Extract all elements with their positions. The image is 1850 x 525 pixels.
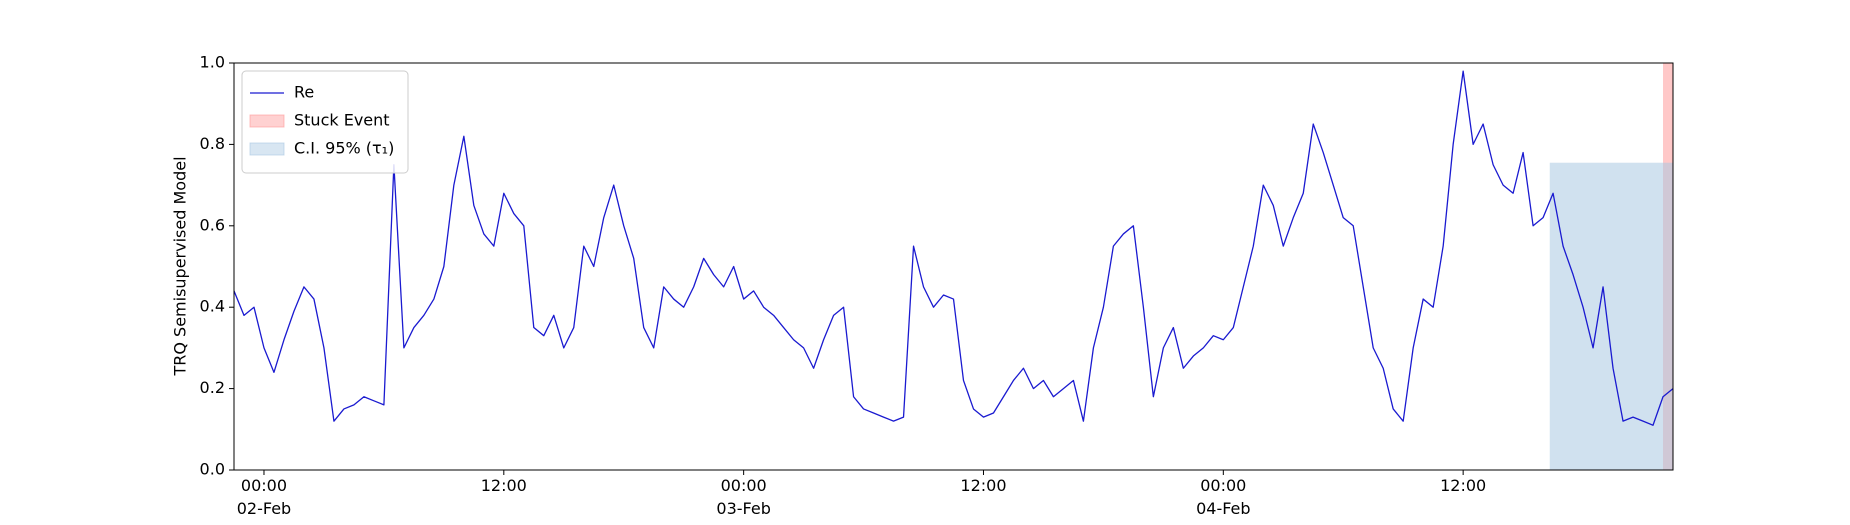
y-tick-label: 0.8: [200, 134, 225, 153]
x-tick-label-line: 12:00: [960, 476, 1006, 495]
x-tick-label-line: 12:00: [481, 476, 527, 495]
x-tick-label: 12:00: [960, 476, 1006, 495]
shaded-span: [1549, 162, 1673, 470]
legend-label: Stuck Event: [294, 111, 390, 130]
x-tick-label-line: 12:00: [1440, 476, 1486, 495]
x-tick-label-line: 00:00: [1200, 476, 1246, 495]
x-tick-label: 00:00 04-Feb: [1196, 476, 1250, 518]
x-tick-label-line: 03-Feb: [716, 499, 770, 518]
x-tick-label: 12:00: [481, 476, 527, 495]
x-tick-label-line: 1900: [244, 522, 285, 525]
legend-patch: [249, 114, 285, 128]
legend-label: Re: [294, 83, 314, 102]
legend-patch: [249, 142, 285, 156]
y-tick-label: 0.2: [200, 378, 225, 397]
data-line: [233, 70, 1674, 426]
x-tick-label: 00:00 02-Feb 1900: [237, 476, 291, 525]
axes-frame: [233, 62, 1674, 471]
y-axis-label: TRQ Semisupervised Model: [171, 156, 190, 376]
y-tick-label: 0.6: [200, 215, 225, 234]
x-tick-label-line: 00:00: [241, 476, 287, 495]
x-tick-label-line: 00:00: [721, 476, 767, 495]
y-tick-label: 0.0: [200, 460, 225, 479]
x-tick-label: 12:00: [1440, 476, 1486, 495]
x-tick-label: 00:00 03-Feb: [716, 476, 770, 518]
x-tick-label-line: 04-Feb: [1196, 499, 1250, 518]
y-tick-label: 0.4: [200, 297, 225, 316]
y-tick-label: 1.0: [200, 53, 225, 72]
x-tick-label-line: 02-Feb: [237, 499, 291, 518]
legend-label: C.I. 95% (τ₁): [294, 139, 394, 158]
